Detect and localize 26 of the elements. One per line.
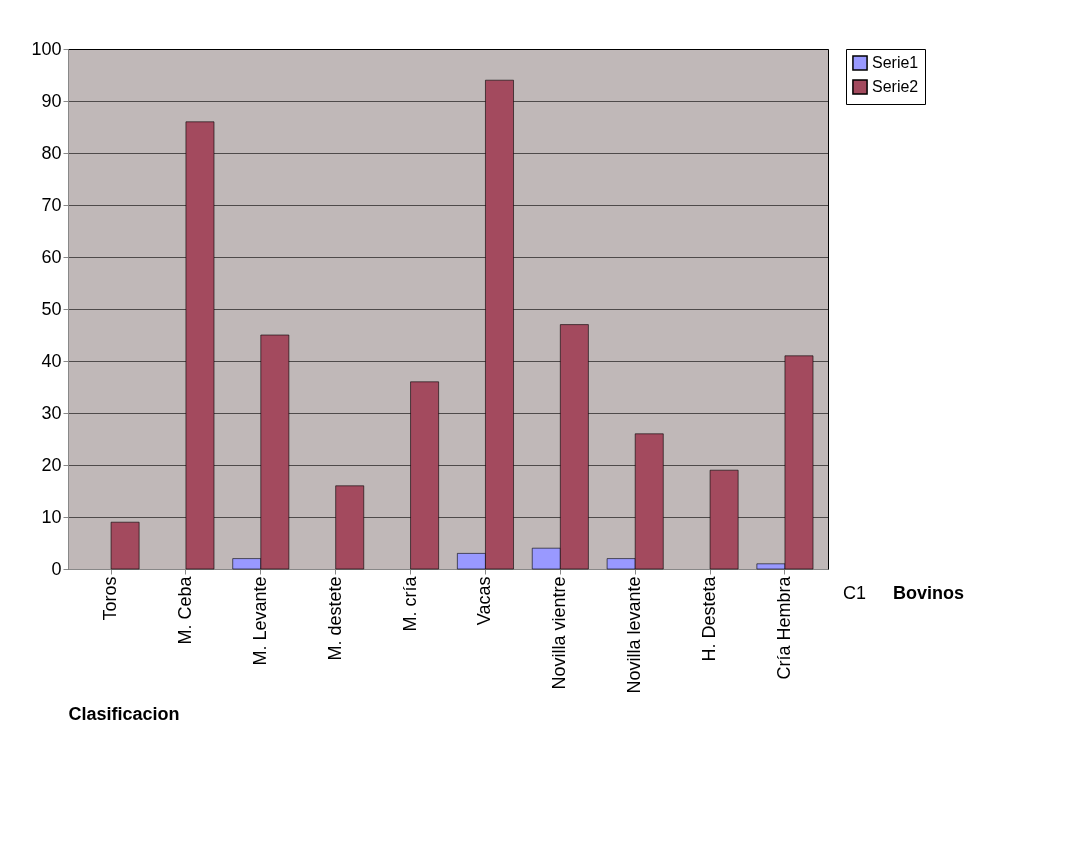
y-tick-label: 50 [41, 298, 62, 319]
y-tick-label: 60 [41, 246, 62, 267]
x-tick-label: Novilla levante [624, 576, 645, 694]
legend-label: Serie2 [872, 78, 919, 95]
y-tick-label: 40 [41, 350, 62, 371]
x-tick-label: M. Levante [249, 576, 270, 666]
legend-label: Serie1 [872, 54, 919, 71]
x-tick-label: H. Desteta [699, 575, 720, 662]
y-tick-label: 10 [41, 506, 62, 527]
x-tick-label: Toros [100, 576, 121, 621]
y-tick-label: 70 [41, 194, 62, 215]
x-tick-label: M. Ceba [174, 575, 195, 645]
y-tick-label: 20 [41, 454, 62, 475]
text: C1 [843, 583, 867, 603]
x-tick-label: Vacas [474, 576, 495, 626]
x-tick-label: Novilla vientre [549, 576, 570, 690]
x-axis-title: Clasificacion [68, 703, 180, 724]
y-tick-label: 90 [41, 90, 62, 111]
x-tick-label: M. cría [399, 575, 420, 632]
x-tick-label: M. destete [324, 576, 345, 661]
y-tick-label: 0 [51, 558, 62, 579]
y-tick-label: 100 [31, 38, 62, 59]
y-tick-label: 80 [41, 142, 62, 163]
y-tick-label: 30 [41, 402, 62, 423]
text: Bovinos [893, 583, 965, 603]
x-tick-label: Cría Hembra [773, 575, 794, 680]
